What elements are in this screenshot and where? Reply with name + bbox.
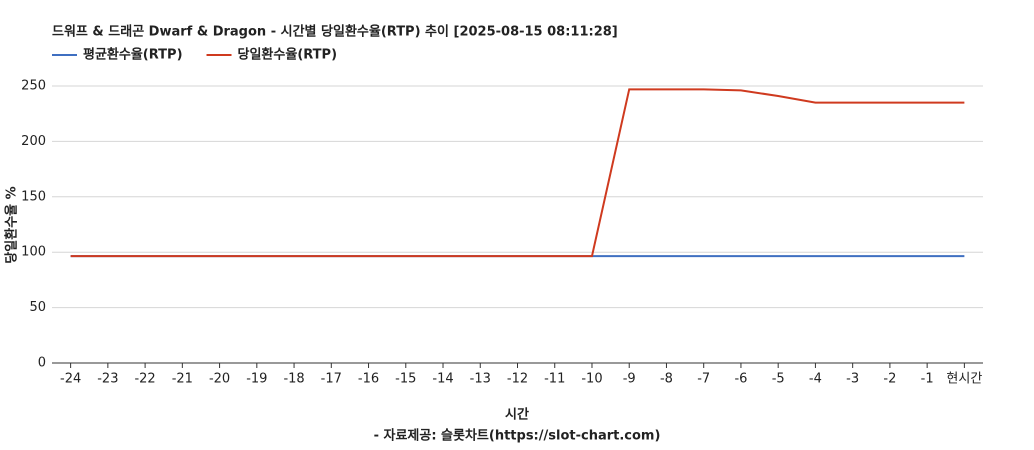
y-tick-label: 50 [29, 300, 46, 315]
x-tick-label: -5 [772, 372, 785, 387]
chart-title: 드워프 & 드래곤 Dwarf & Dragon - 시간별 당일환수율(RTP… [52, 24, 618, 40]
x-tick-label: -19 [246, 372, 267, 387]
x-tick-label: -1 [921, 372, 934, 387]
x-tick-label: -21 [172, 372, 193, 387]
x-tick-label: -20 [209, 372, 230, 387]
y-tick-label: 100 [21, 245, 46, 260]
y-tick-label: 0 [38, 356, 46, 371]
x-tick-label: -12 [507, 372, 528, 387]
x-tick-label: -15 [395, 372, 416, 387]
x-tick-label: -9 [623, 372, 636, 387]
x-tick-label: -18 [283, 372, 304, 387]
y-axis-label: 당일환수율 % [4, 186, 20, 263]
series-line [70, 88, 965, 258]
x-tick-label: -8 [660, 372, 673, 387]
x-tick-label: -13 [470, 372, 491, 387]
legend-label: 당일환수율(RTP) [238, 47, 338, 63]
x-tick-label: 현시간 [946, 372, 982, 387]
x-tick-label: -14 [432, 372, 453, 387]
y-tick-label: 200 [21, 134, 46, 149]
legend-label: 평균환수율(RTP) [83, 47, 183, 63]
x-tick-label: -22 [134, 372, 155, 387]
x-tick-label: -6 [734, 372, 747, 387]
x-tick-label: -17 [321, 372, 342, 387]
x-tick-label: -4 [809, 372, 822, 387]
y-tick-label: 250 [21, 79, 46, 94]
x-tick-label: -24 [60, 372, 81, 387]
x-tick-label: -16 [358, 372, 379, 387]
x-axis-label: 시간 [505, 407, 529, 423]
x-tick-label: -11 [544, 372, 565, 387]
x-tick-label: -23 [97, 372, 118, 387]
x-tick-label: -3 [846, 372, 859, 387]
footer: - 자료제공: 슬롯차트(https://slot-chart.com) [374, 428, 661, 444]
y-tick-label: 150 [21, 189, 46, 204]
x-tick-label: -2 [883, 372, 896, 387]
x-tick-label: -7 [697, 372, 710, 387]
x-tick-label: -10 [581, 372, 602, 387]
